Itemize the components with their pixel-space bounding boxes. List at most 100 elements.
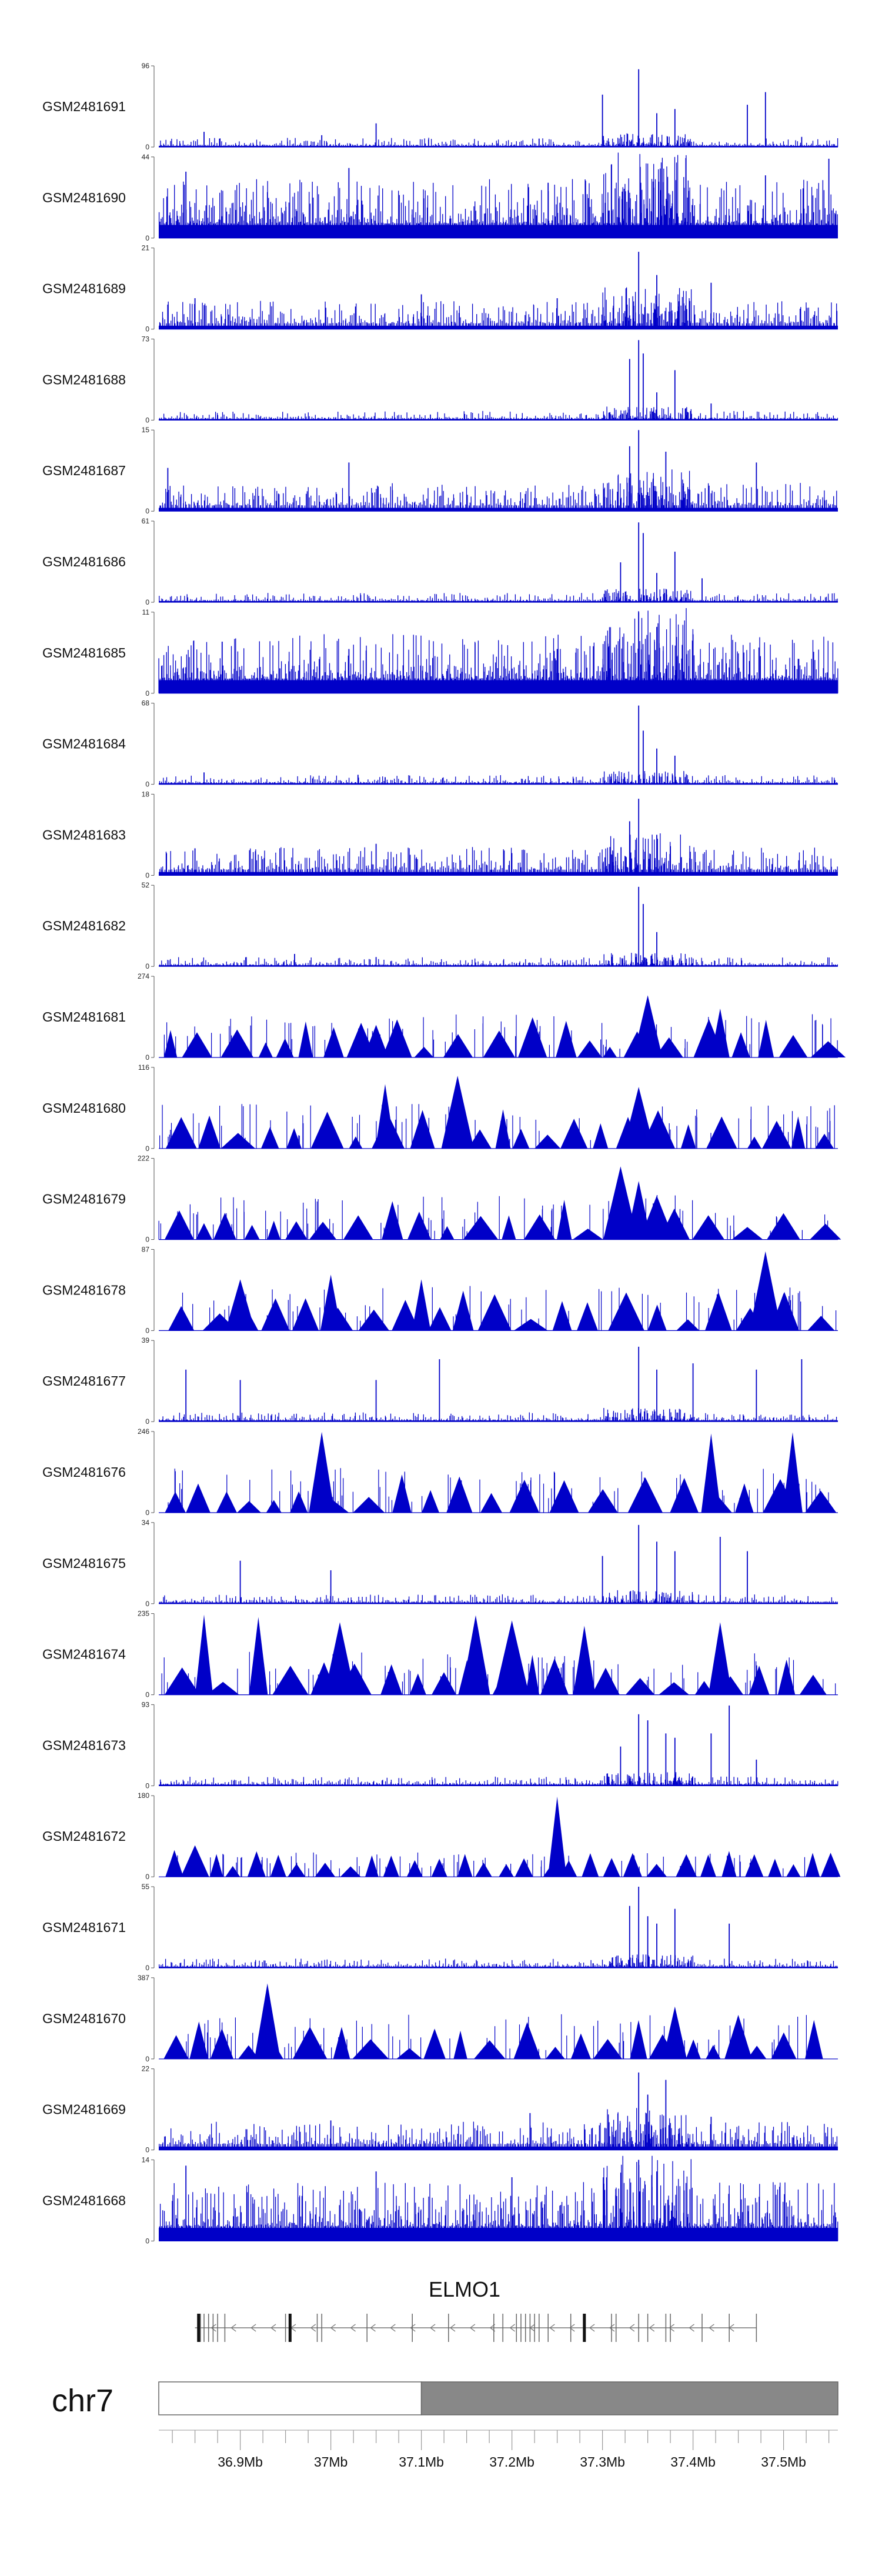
signal-cluster: [603, 2155, 691, 2241]
y-min-label: 0: [145, 1781, 149, 1790]
signal-cluster: [603, 469, 693, 512]
y-min-label: 0: [145, 1691, 149, 1699]
signal-peak: [626, 1181, 652, 1240]
track-GSM2481673: GSM2481673 93 0: [42, 1700, 838, 1790]
y-max-label: 87: [142, 1245, 150, 1253]
signal-GSM2481669: [159, 2072, 838, 2150]
signal-cluster: [603, 953, 693, 967]
strand-arrow: [350, 2324, 356, 2332]
signal-floor: [159, 680, 838, 693]
signal-floor: [159, 508, 838, 512]
strand-arrow: [390, 2324, 396, 2332]
track-label: GSM2481683: [42, 827, 126, 842]
track-label: GSM2481668: [42, 2193, 126, 2208]
strand-arrow: [230, 2324, 236, 2332]
strand-arrow: [410, 2324, 416, 2332]
signal-bars: [159, 1958, 837, 1968]
track-label: GSM2481682: [42, 918, 126, 933]
y-min-label: 0: [145, 871, 149, 879]
y-max-label: 274: [138, 972, 149, 980]
signal-peak: [461, 1615, 490, 1695]
signal-tracks: GSM2481691960GSM2481690440GSM2481689210G…: [42, 62, 846, 2245]
track-GSM2481680: GSM2481680 116 0: [42, 1063, 838, 1153]
strand-arrow: [669, 2324, 675, 2332]
signal-floor: [159, 1784, 838, 1786]
signal-cluster: [603, 406, 691, 421]
signal-bars: [159, 2121, 838, 2150]
track-GSM2481691: GSM2481691 96 0: [42, 62, 838, 151]
y-max-label: 68: [142, 699, 150, 708]
track-label: GSM2481673: [42, 1737, 126, 1753]
signal-GSM2481682: [159, 886, 838, 967]
y-max-label: 387: [138, 1974, 149, 1982]
track-GSM2481690: GSM2481690 44 0: [42, 152, 838, 242]
strand-arrow: [709, 2324, 714, 2332]
strand-arrow: [589, 2324, 595, 2332]
signal-peak: [225, 1279, 255, 1331]
signal-GSM2481687: [159, 430, 838, 512]
strand-arrow: [569, 2324, 575, 2332]
signal-peak: [749, 1251, 781, 1331]
track-label: GSM2481685: [42, 645, 126, 660]
signal-GSM2481671: [159, 1887, 838, 1968]
ideogram-light-segment: [158, 2381, 422, 2415]
signal-bars: [159, 411, 838, 421]
coding-exon: [197, 2314, 201, 2342]
signal-cluster: [604, 1954, 693, 1968]
tick-label: 36.9Mb: [218, 2454, 263, 2470]
track-label: GSM2481690: [42, 190, 126, 205]
y-min-label: 0: [145, 1873, 149, 1881]
signal-cluster: [602, 1590, 693, 1604]
track-label: GSM2481671: [42, 1920, 126, 1935]
y-min-label: 0: [145, 416, 149, 424]
y-min-label: 0: [145, 1236, 149, 1244]
y-min-label: 0: [145, 689, 149, 698]
signal-bars: [159, 301, 838, 329]
track-label: GSM2481674: [42, 1647, 126, 1662]
signal-area: [168, 1290, 835, 1331]
track-GSM2481677: GSM2481677 39 0: [42, 1336, 838, 1426]
coding-exon: [583, 2314, 586, 2342]
y-max-label: 73: [142, 335, 150, 343]
y-max-label: 52: [142, 881, 150, 889]
track-label: GSM2481676: [42, 1464, 126, 1480]
signal-floor: [159, 1602, 838, 1604]
signal-peak: [639, 1196, 674, 1240]
signal-area: [163, 2020, 823, 2059]
signal-GSM2481685: [158, 608, 838, 693]
signal-peak: [770, 1293, 797, 1331]
tick-label: 37.2Mb: [489, 2454, 534, 2470]
track-label: GSM2481670: [42, 2011, 126, 2026]
signal-bars: [159, 593, 838, 602]
signal-peak: [254, 1983, 280, 2059]
signal-bars: [159, 483, 837, 512]
y-max-label: 21: [142, 244, 150, 252]
y-max-label: 11: [142, 608, 150, 616]
strand-arrow: [649, 2324, 655, 2332]
tick-label: 37.4Mb: [670, 2454, 716, 2470]
signal-bars: [160, 1776, 838, 1786]
signal-floor: [159, 1420, 838, 1422]
signal-peak: [633, 995, 663, 1057]
signal-cluster: [603, 770, 689, 785]
signal-floor: [159, 419, 838, 421]
signal-bars: [159, 775, 837, 785]
strand-arrow: [310, 2324, 316, 2332]
strand-arrow: [370, 2324, 376, 2332]
track-GSM2481668: GSM2481668 14 0: [42, 2155, 838, 2245]
track-label: GSM2481677: [42, 1373, 126, 1389]
signal-area: [165, 1850, 841, 1877]
signal-GSM2481679: [158, 1166, 841, 1240]
signal-floor: [159, 2146, 838, 2150]
genome-axis: chr7 36.9Mb 37Mb 37.1Mb 37.2Mb 37.3Mb 37.4Mb 3…: [52, 2381, 838, 2470]
signal-floor: [159, 965, 838, 967]
axis-ticks: 36.9Mb 37Mb 37.1Mb 37.2Mb 37.3Mb 37.4Mb 37.5Mb: [159, 2430, 838, 2470]
signal-cluster: [603, 152, 691, 238]
strand-arrow: [609, 2324, 615, 2332]
signal-cluster: [604, 1772, 693, 1786]
signal-floor: [159, 1966, 838, 1968]
y-min-label: 0: [145, 1326, 149, 1334]
tick-label: 37Mb: [314, 2454, 348, 2470]
signal-GSM2481675: [159, 1524, 838, 1604]
signal-peak: [701, 1433, 721, 1513]
